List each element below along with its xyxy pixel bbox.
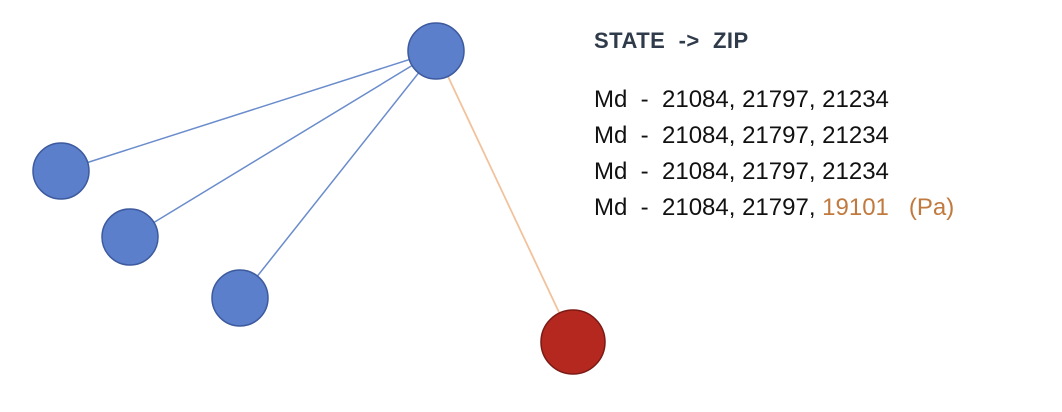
hub-node bbox=[407, 22, 465, 80]
legend-line-2: Md - 21084, 21797, 21234 bbox=[594, 122, 889, 149]
edge-hub-to-node-1 bbox=[60, 50, 437, 172]
node-1 bbox=[32, 142, 90, 200]
highlight-zip: 19101 bbox=[822, 194, 889, 221]
node-3 bbox=[211, 269, 269, 327]
edge-hub-to-node-3 bbox=[239, 50, 437, 299]
highlight-state: (Pa) bbox=[888, 194, 955, 221]
legend-line-4: Md - 21084, 21797, 19101 (Pa) bbox=[594, 194, 955, 221]
legend-line-3: Md - 21084, 21797, 21234 bbox=[594, 158, 889, 185]
legend-line-1: Md - 21084, 21797, 21234 bbox=[594, 86, 889, 113]
legend-title: STATE -> ZIP bbox=[594, 28, 749, 53]
edge-hub-to-node-2 bbox=[129, 50, 437, 238]
edge-hub-to-outlier bbox=[435, 50, 574, 343]
outlier-node bbox=[540, 309, 606, 375]
state-zip-legend: STATE -> ZIP Md - 21084, 21797, 21234 Md… bbox=[594, 28, 1034, 226]
node-2 bbox=[101, 208, 159, 266]
